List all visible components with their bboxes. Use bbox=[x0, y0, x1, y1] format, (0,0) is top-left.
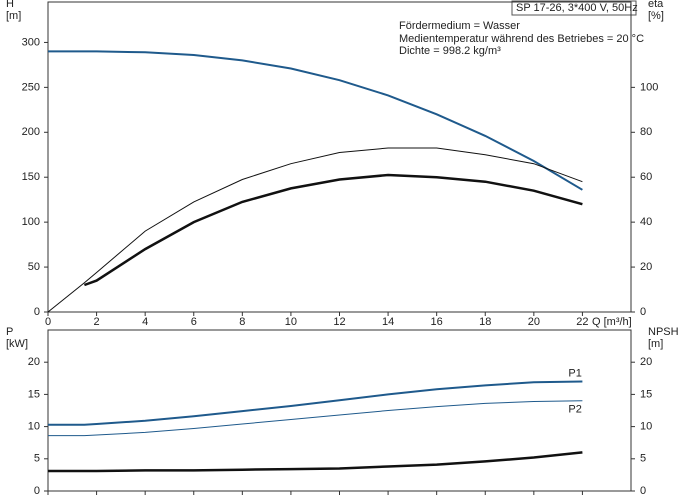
y-axis-unit: [kW] bbox=[6, 338, 28, 350]
curve bbox=[48, 380, 583, 426]
x-tick-label: 10 bbox=[285, 316, 297, 328]
x-tick-label: 8 bbox=[239, 316, 245, 328]
y2-axis-unit: [m] bbox=[648, 338, 663, 350]
x-tick-label: 20 bbox=[528, 316, 540, 328]
x-tick-label: 12 bbox=[333, 316, 345, 328]
annotation: Dichte = 998.2 kg/m³ bbox=[399, 45, 501, 57]
y-tick-label: 150 bbox=[22, 171, 40, 183]
y2-axis-unit: [%] bbox=[648, 10, 664, 22]
y2-tick-label: 80 bbox=[640, 126, 652, 138]
x-axis-label: Q [m³/h] bbox=[592, 316, 632, 328]
plot-frame bbox=[47, 1, 632, 313]
y-tick-label: 250 bbox=[22, 81, 40, 93]
x-tick-label: 22 bbox=[576, 316, 588, 328]
y2-tick-label: 5 bbox=[640, 453, 646, 465]
y-axis-label: H bbox=[6, 0, 14, 10]
curve bbox=[48, 50, 583, 191]
curve bbox=[48, 451, 583, 473]
y-axis-unit: [m] bbox=[6, 10, 21, 22]
x-tick-label: 6 bbox=[191, 316, 197, 328]
y-tick-label: 50 bbox=[28, 261, 40, 273]
x-tick-label: 18 bbox=[479, 316, 491, 328]
y-tick-label: 0 bbox=[34, 485, 40, 497]
y-tick-label: 5 bbox=[34, 453, 40, 465]
y2-tick-label: 20 bbox=[640, 356, 652, 368]
y-tick-label: 20 bbox=[28, 356, 40, 368]
y2-tick-label: 10 bbox=[640, 421, 652, 433]
y-tick-label: 100 bbox=[22, 216, 40, 228]
y-tick-label: 10 bbox=[28, 421, 40, 433]
x-tick-label: 16 bbox=[431, 316, 443, 328]
y-axis-label: P bbox=[6, 326, 13, 338]
y2-tick-label: 40 bbox=[640, 216, 652, 228]
y-tick-label: 15 bbox=[28, 388, 40, 400]
y2-tick-label: 0 bbox=[640, 306, 646, 318]
curve bbox=[83, 173, 583, 287]
y-tick-label: 200 bbox=[22, 126, 40, 138]
x-tick-label: 4 bbox=[142, 316, 148, 328]
x-tick-label: 2 bbox=[94, 316, 100, 328]
series-label: P2 bbox=[568, 404, 581, 416]
curve bbox=[48, 400, 583, 437]
annotation: Fördermedium = Wasser bbox=[399, 20, 520, 32]
y2-axis-label: eta bbox=[648, 0, 664, 10]
y2-tick-label: 15 bbox=[640, 388, 652, 400]
y2-tick-label: 100 bbox=[640, 81, 658, 93]
y-tick-label: 300 bbox=[22, 36, 40, 48]
model-box bbox=[511, 0, 637, 16]
x-tick-label: 14 bbox=[382, 316, 394, 328]
y2-tick-label: 60 bbox=[640, 171, 652, 183]
x-tick-label: 0 bbox=[45, 316, 51, 328]
y-tick-label: 0 bbox=[34, 306, 40, 318]
plot-frame bbox=[47, 329, 632, 492]
y2-axis-label: NPSH bbox=[648, 326, 679, 338]
series-label: P1 bbox=[568, 367, 581, 379]
y2-tick-label: 0 bbox=[640, 485, 646, 497]
model-label: SP 17-26, 3*400 V, 50Hz bbox=[516, 2, 638, 14]
curve bbox=[47, 147, 583, 313]
annotation: Medientemperatur während des Betriebes =… bbox=[399, 33, 644, 45]
y2-tick-label: 20 bbox=[640, 261, 652, 273]
